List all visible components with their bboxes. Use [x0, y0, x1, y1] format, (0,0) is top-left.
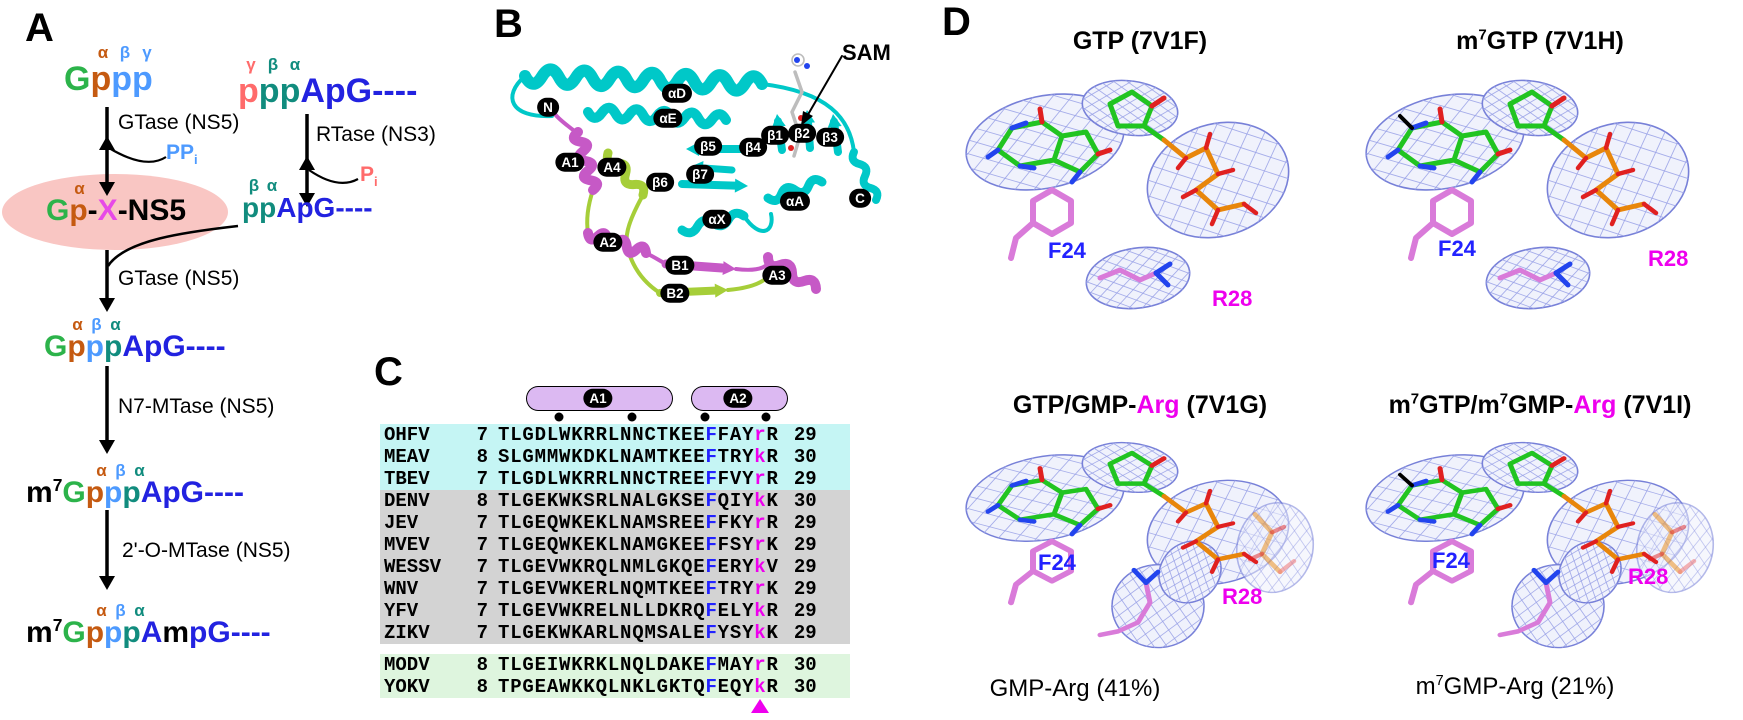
structure-label-A1: A1: [555, 152, 585, 172]
residue-dot: [700, 412, 710, 422]
structure-label-A3: A3: [762, 265, 792, 285]
f24-label: F24: [1048, 238, 1086, 263]
helix-a1-label: A1: [583, 388, 613, 408]
ppi-label: PPi: [166, 141, 198, 168]
helix-a2-label: A2: [723, 388, 753, 408]
alignment-row-TBEV: TBEV 7 TLGDLWKRRLNNCTREEFFVYrR 29: [384, 468, 817, 490]
density-figure-gtp: [965, 79, 1290, 310]
structure-label-B1: B1: [665, 255, 695, 275]
structure-label-β1: β1: [761, 125, 789, 145]
structure-label-αA: αA: [779, 191, 811, 211]
alignment-row-OHFV: OHFV 7 TLGDLWKRRLNNCTKEEFFAYrR 29: [384, 424, 817, 446]
panel-a-label: A: [25, 6, 54, 50]
panel-c-label: C: [374, 350, 403, 394]
alignment-row-MODV: MODV 8 TLGEIWKRKLNQLDAKEFMAYrR 30: [384, 654, 817, 676]
f24-label: F24: [1432, 548, 1470, 573]
structure-label-αE: αE: [653, 108, 683, 128]
sequence-alignment: OHFV 7 TLGDLWKRRLNNCTKEEFFAYrR 29 MEAV 8 SLGMM…: [380, 424, 850, 698]
structure-label-β4: β4: [739, 137, 767, 157]
f24-label: F24: [1038, 550, 1076, 575]
panel-b-label: B: [494, 2, 523, 46]
gpppapg-molecule: GpppApG----: [44, 330, 226, 363]
alignment-row-YFV: YFV 7 TLGEVWKRELNLLDKRQFELYkR 29: [384, 600, 817, 622]
caption-m7gmp-arg: m7GMP-Arg (21%): [1415, 673, 1615, 700]
ppapg-molecule: ppApG----: [242, 192, 373, 223]
structure-label-β2: β2: [788, 123, 816, 143]
f24-label: F24: [1438, 236, 1476, 261]
density-figure-m7gtp: [1365, 79, 1690, 310]
structure-label-β5: β5: [694, 136, 722, 156]
catalytic-residue-triangle: [751, 699, 769, 713]
m7gpppampg-molecule: m7GpppAmpG----: [26, 615, 271, 649]
pi-label: Pi: [360, 163, 378, 190]
alignment-row-ZIKV: ZIKV 7 TLGEKWKARLNQMSALEFYSYkK 29: [384, 622, 817, 644]
r28-label: R28: [1222, 584, 1263, 609]
capping-pathway-graphics: [2, 107, 359, 590]
structure-label-αD: αD: [661, 83, 693, 103]
sam-label: SAM: [842, 40, 891, 65]
structure-label-β3: β3: [816, 127, 844, 147]
gtase1-label: GTase (NS5): [118, 111, 240, 134]
structure-label-C: C: [849, 188, 871, 208]
quadrant-title-m7gtp: m7GTP (7V1H): [1456, 26, 1624, 55]
r28-label: R28: [1212, 286, 1253, 311]
mtase-structure-cartoon: [510, 53, 882, 298]
omtase-label: 2'-O-MTase (NS5): [122, 539, 291, 562]
quadrant-title-gmp-arg: GTP/GMP-Arg (7V1G): [1012, 391, 1268, 419]
residue-dot: [554, 412, 564, 422]
structure-label-β7: β7: [686, 164, 714, 184]
density-figure-m7gmp-arg: [1365, 441, 1715, 649]
alignment-row-DENV: DENV 8 TLGEKWKSRLNALGKSEFQIYkK 30: [384, 490, 817, 512]
alignment-row-MVEV: MVEV 7 TLGEQWKEKLNAMGKEEFFSYrK 29: [384, 534, 817, 556]
structure-label-N: N: [537, 97, 559, 117]
quadrant-title-gtp: GTP (7V1F): [1072, 27, 1208, 55]
alignment-row-JEV: JEV 7 TLGEQWKEKLNAMSREEFFKYrR 29: [384, 512, 817, 534]
gpx-highlight-ellipse: [2, 174, 228, 250]
alignment-row-YOKV: YOKV 8 TPGEAWKKQLNKLGKTQFEQYkR 30: [384, 676, 817, 698]
structure-label-A2: A2: [593, 232, 623, 252]
density-figure-gmp-arg: [965, 441, 1315, 649]
residue-dot: [627, 412, 637, 422]
pppapg-molecule: pppApG----: [238, 72, 418, 110]
gpx-greek: α: [74, 179, 85, 198]
alignment-row-WNV: WNV 7 TLGEVWKERLNQMTKEEFTRYrK 29: [384, 578, 817, 600]
gtase2-label: GTase (NS5): [118, 267, 240, 290]
gtp-molecule: Gppp: [64, 60, 153, 98]
structure-label-β6: β6: [646, 172, 674, 192]
quadrant-title-m7gmp-arg: m7GTP/m7GMP-Arg (7V1I): [1388, 390, 1692, 419]
m7gpppapg-molecule: m7GpppApG----: [26, 475, 244, 509]
alignment-row-MEAV: MEAV 8 SLGMMWKDKLNAMTKEEFTRYkR 30: [384, 446, 817, 468]
panel-d-label: D: [942, 0, 971, 44]
gpx-molecule: Gp-X-NS5: [46, 194, 187, 227]
r28-label: R28: [1648, 246, 1689, 271]
n7mtase-label: N7-MTase (NS5): [118, 395, 275, 418]
structure-label-A4: A4: [597, 157, 627, 177]
residue-dot: [761, 412, 771, 422]
caption-gmp-arg: GMP-Arg (41%): [989, 675, 1161, 702]
structure-label-B2: B2: [660, 283, 690, 303]
rtase-label: RTase (NS3): [316, 123, 436, 146]
alignment-row-WESSV: WESSV 7 TLGEVWKRQLNMLGKQEFERYkV 29: [384, 556, 817, 578]
r28-label: R28: [1628, 564, 1669, 589]
structure-label-αX: αX: [702, 209, 732, 229]
